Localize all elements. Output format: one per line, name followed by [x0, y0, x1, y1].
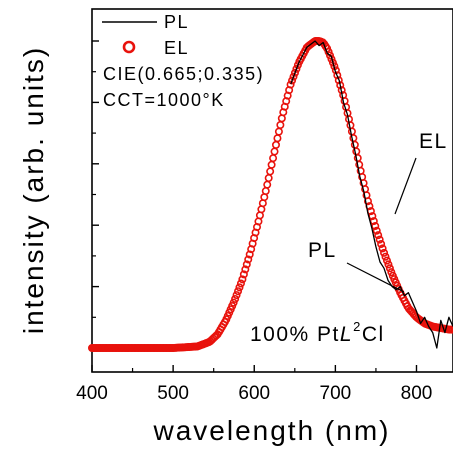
x-tick-label: 400	[76, 383, 108, 404]
el-point	[387, 268, 396, 277]
legend-pl-label: PL	[164, 12, 189, 32]
legend-el-label: EL	[164, 38, 189, 58]
el-point	[289, 72, 298, 81]
el-point	[235, 283, 244, 292]
el-point	[244, 255, 253, 264]
annotation-pl: PL	[308, 239, 337, 262]
sample-label-superscript: 2	[353, 319, 362, 334]
sample-label: 100% PtL2Cl	[250, 319, 385, 346]
legend-el-swatch	[122, 40, 136, 54]
cct-label: CCT=1000°K	[103, 90, 225, 110]
y-axis-ticks	[92, 40, 99, 349]
el-point	[238, 275, 247, 284]
x-tick-label: 600	[238, 383, 270, 404]
el-point	[377, 239, 386, 248]
sample-label-ligand: L	[340, 323, 353, 346]
x-axis-ticks: 400 500 600 700 800	[76, 365, 432, 404]
el-point	[261, 187, 270, 196]
sample-label-suffix: Cl	[362, 323, 385, 346]
annotation-el-arrow	[394, 157, 417, 215]
el-point	[290, 68, 299, 77]
el-point	[374, 231, 383, 240]
el-point	[274, 127, 283, 136]
cie-label: CIE(0.665;0.335)	[103, 64, 264, 84]
el-point	[232, 291, 241, 300]
x-tick-label: 500	[157, 383, 189, 404]
el-point	[385, 264, 394, 273]
annotation-pl-arrow	[346, 262, 405, 293]
x-tick-label: 700	[320, 383, 352, 404]
series-pl	[290, 40, 453, 349]
series-el	[88, 36, 453, 352]
el-point	[382, 256, 391, 265]
plot-frame	[91, 8, 453, 373]
el-point	[266, 167, 275, 176]
x-axis-title: wavelength (nm)	[153, 415, 391, 446]
el-point	[264, 174, 273, 183]
el-point	[378, 244, 387, 253]
el-point	[269, 154, 278, 163]
el-point	[334, 76, 343, 85]
el-point	[273, 134, 282, 143]
el-point	[270, 147, 279, 156]
el-point	[371, 222, 380, 231]
el-point	[276, 120, 285, 129]
el-point	[263, 180, 272, 189]
el-point	[381, 252, 390, 261]
el-point	[292, 64, 301, 73]
el-point	[375, 235, 384, 244]
el-point	[363, 197, 372, 206]
el-point	[271, 140, 280, 149]
el-point	[242, 260, 251, 269]
el-point	[236, 279, 245, 288]
x-tick-label: 800	[401, 383, 433, 404]
el-point	[231, 294, 240, 303]
el-point	[380, 248, 389, 257]
el-point	[239, 270, 248, 279]
el-point	[372, 226, 381, 235]
el-point	[241, 265, 250, 274]
el-point	[286, 80, 295, 89]
annotation-el: EL	[419, 130, 448, 153]
y-axis-title: intensity (arb. units)	[18, 46, 49, 334]
el-point	[234, 287, 243, 296]
el-point	[288, 76, 297, 85]
el-point	[229, 298, 238, 307]
el-point	[333, 71, 342, 80]
el-point	[384, 260, 393, 269]
sample-label-prefix: 100% Pt	[250, 323, 340, 346]
el-point	[267, 160, 276, 169]
pl-line	[290, 40, 453, 349]
